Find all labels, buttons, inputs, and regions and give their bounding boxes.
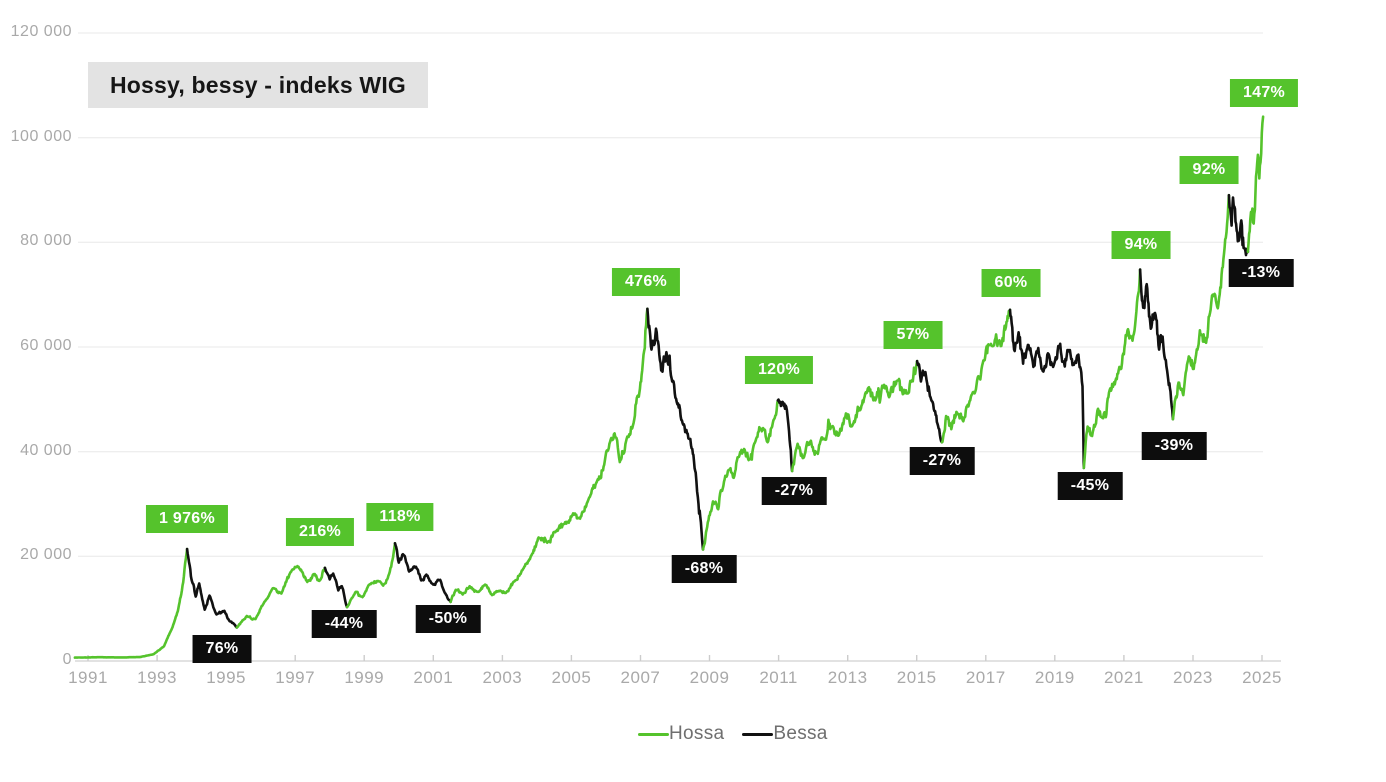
x-axis-label: 2021 — [1103, 668, 1144, 687]
x-axis-label: 2001 — [413, 668, 454, 687]
y-axis-label: 60 000 — [20, 337, 72, 354]
series-segment-hossa-12 — [940, 308, 1012, 444]
bessa-change-label: -27% — [761, 477, 827, 505]
hossa-change-label: 94% — [1111, 231, 1171, 259]
series-segment-bessa-15 — [1138, 268, 1175, 421]
series-segment-hossa-6 — [449, 307, 649, 604]
series-segment-hossa-16 — [1171, 193, 1231, 421]
legend: Hossa Bessa — [638, 721, 846, 747]
series-segment-bessa-3 — [323, 566, 349, 609]
bessa-change-label: -45% — [1057, 472, 1123, 500]
hossa-change-label: 92% — [1179, 156, 1239, 184]
hossa-line-swatch — [638, 732, 669, 736]
series-segment-bessa-5 — [393, 542, 452, 604]
bessa-change-label: -39% — [1141, 432, 1207, 460]
y-axis-label: 20 000 — [20, 546, 72, 564]
legend-label-bessa: Bessa — [773, 723, 828, 744]
x-axis-label: 2017 — [965, 668, 1006, 687]
series-segment-hossa-4 — [345, 542, 397, 609]
x-axis-label: 2013 — [827, 668, 868, 687]
bessa-change-label: 76% — [192, 635, 252, 663]
series-segment-bessa-11 — [915, 359, 944, 444]
x-axis-label: 2023 — [1173, 668, 1213, 687]
series-segment-hossa-10 — [790, 359, 919, 473]
hossa-change-label: 147% — [1229, 79, 1299, 107]
x-axis-label: 1993 — [137, 668, 177, 687]
series-segment-bessa-9 — [776, 398, 794, 473]
y-axis-label: 100 000 — [10, 127, 72, 145]
bessa-change-label: -13% — [1228, 259, 1294, 287]
series-segment-bessa-7 — [646, 307, 705, 551]
x-axis-label: 1997 — [275, 668, 316, 687]
x-axis-label: 2025 — [1242, 668, 1282, 687]
x-axis-label: 1999 — [344, 668, 385, 687]
x-axis-label: 1991 — [68, 668, 108, 687]
hossa-change-label: 1 976% — [145, 505, 229, 533]
hossa-change-label: 120% — [744, 356, 814, 384]
x-axis-label: 2019 — [1034, 668, 1075, 687]
x-axis-label: 2003 — [482, 668, 523, 687]
y-axis-label: 120 000 — [10, 23, 72, 40]
bessa-change-label: -44% — [311, 610, 377, 638]
bessa-change-label: -68% — [671, 555, 737, 583]
bessa-line-swatch — [742, 732, 774, 736]
series-segment-bessa-13 — [1008, 308, 1086, 470]
bessa-change-label: -50% — [415, 605, 481, 633]
hossa-change-label: 476% — [611, 268, 681, 296]
x-axis-label: 2005 — [551, 668, 592, 687]
series-segment-bessa-17 — [1227, 193, 1250, 257]
chart-title: Hossy, bessy - indeks WIG — [88, 62, 429, 108]
x-axis-label: 2009 — [689, 668, 730, 687]
y-axis-label: 40 000 — [20, 441, 72, 459]
x-axis-label: 1995 — [206, 668, 247, 687]
hossa-change-label: 216% — [285, 518, 355, 546]
legend-item-bessa: Bessa — [742, 723, 827, 745]
legend-item-hossa: Hossa — [638, 723, 724, 745]
series-segment-hossa-8 — [701, 399, 780, 551]
series-segment-hossa-14 — [1082, 268, 1142, 470]
series-segment-hossa-2 — [235, 564, 327, 629]
x-axis-label: 2015 — [896, 668, 937, 687]
x-axis-label: 2007 — [620, 668, 661, 687]
y-axis-label: 80 000 — [20, 232, 72, 250]
legend-label-hossa: Hossa — [669, 723, 725, 744]
y-axis-label: 0 — [62, 651, 72, 668]
series-segment-bessa-1 — [185, 547, 239, 629]
x-axis-label: 2011 — [759, 668, 798, 687]
series-segment-hossa-0 — [73, 547, 189, 659]
series-segment-hossa-18 — [1246, 115, 1265, 254]
bessa-change-label: -27% — [909, 447, 975, 475]
hossa-change-label: 57% — [883, 321, 943, 349]
hossa-change-label: 60% — [981, 269, 1041, 297]
hossa-change-label: 118% — [366, 503, 434, 531]
